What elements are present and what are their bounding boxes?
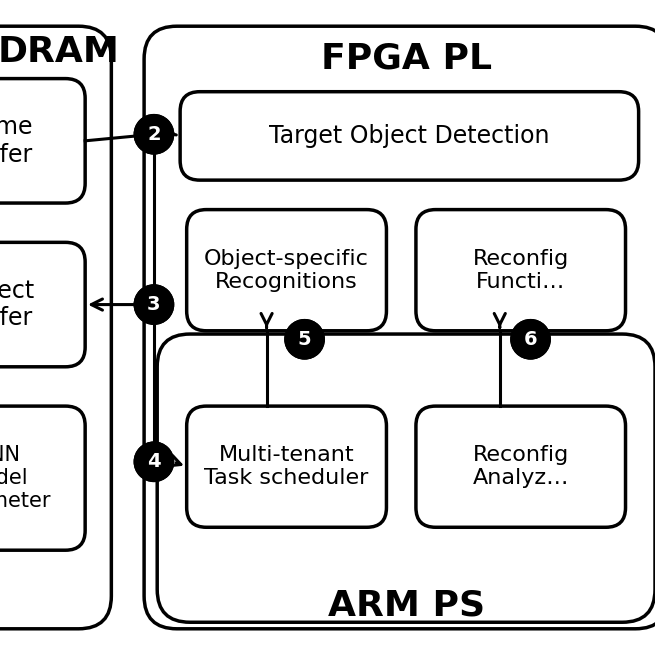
Text: 2: 2 bbox=[147, 124, 160, 144]
Text: FPGA PL: FPGA PL bbox=[320, 42, 492, 76]
FancyBboxPatch shape bbox=[416, 210, 626, 331]
FancyBboxPatch shape bbox=[187, 406, 386, 527]
Circle shape bbox=[285, 320, 324, 359]
Text: Object-specific
Recognitions: Object-specific Recognitions bbox=[204, 249, 369, 291]
Circle shape bbox=[134, 285, 174, 324]
Text: DNN
Model
Parameter: DNN Model Parameter bbox=[0, 445, 51, 512]
Text: 2: 2 bbox=[147, 124, 160, 144]
FancyBboxPatch shape bbox=[0, 79, 85, 203]
Text: 5: 5 bbox=[298, 329, 311, 349]
Text: 6: 6 bbox=[524, 329, 537, 349]
Circle shape bbox=[134, 115, 174, 154]
Text: Reconfig
Functi…: Reconfig Functi… bbox=[473, 249, 569, 291]
FancyBboxPatch shape bbox=[0, 242, 85, 367]
FancyBboxPatch shape bbox=[187, 210, 386, 331]
Text: DRAM: DRAM bbox=[0, 35, 120, 69]
Circle shape bbox=[134, 285, 174, 324]
Circle shape bbox=[511, 320, 550, 359]
Text: 3: 3 bbox=[147, 295, 160, 314]
Text: Frame
Buffer: Frame Buffer bbox=[0, 115, 33, 167]
FancyBboxPatch shape bbox=[157, 334, 655, 622]
Text: 3: 3 bbox=[147, 295, 160, 314]
Text: Object
Buffer: Object Buffer bbox=[0, 278, 35, 331]
Circle shape bbox=[134, 115, 174, 154]
Text: 5: 5 bbox=[298, 329, 311, 349]
Circle shape bbox=[134, 442, 174, 481]
Text: 4: 4 bbox=[147, 452, 160, 472]
Text: ARM PS: ARM PS bbox=[328, 589, 485, 623]
FancyBboxPatch shape bbox=[416, 406, 626, 527]
Circle shape bbox=[511, 320, 550, 359]
FancyBboxPatch shape bbox=[144, 26, 655, 629]
Text: 4: 4 bbox=[147, 452, 160, 472]
FancyBboxPatch shape bbox=[0, 26, 111, 629]
FancyBboxPatch shape bbox=[0, 406, 85, 550]
Text: Target Object Detection: Target Object Detection bbox=[269, 124, 550, 148]
Text: Multi-tenant
Task scheduler: Multi-tenant Task scheduler bbox=[204, 445, 369, 488]
Text: Reconfig
Analyz…: Reconfig Analyz… bbox=[472, 445, 569, 488]
Circle shape bbox=[285, 320, 324, 359]
Circle shape bbox=[134, 442, 174, 481]
Text: 6: 6 bbox=[524, 329, 537, 349]
FancyBboxPatch shape bbox=[180, 92, 639, 180]
